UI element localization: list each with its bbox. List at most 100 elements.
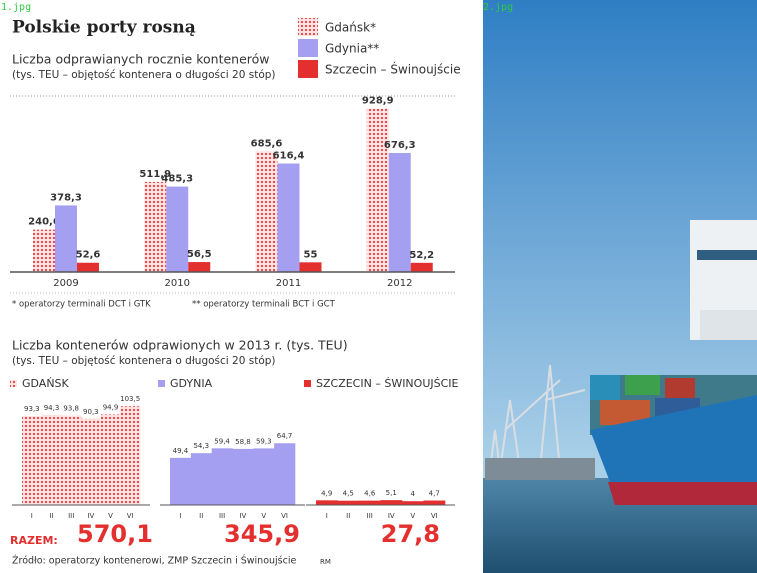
value-label: 4,6 (364, 490, 376, 498)
value-label: 4,7 (429, 490, 440, 498)
x-tick-label: II (346, 512, 350, 520)
value-label: 94,9 (103, 403, 119, 411)
bar (55, 205, 77, 272)
footnote: * operatorzy terminali DCT i GTK (12, 300, 151, 310)
value-label: 511,9 (139, 169, 171, 180)
x-tick-label: V (261, 512, 266, 520)
x-tick-label: IV (87, 512, 94, 520)
legend-swatch (298, 39, 318, 57)
bar (33, 229, 55, 272)
x-tick-label: IV (388, 512, 395, 520)
legend-swatch (10, 380, 17, 387)
x-tick-label: VI (281, 512, 288, 520)
value-label: 55 (304, 249, 318, 260)
total: 570,1 (77, 520, 153, 548)
bar (232, 448, 254, 505)
value-label: 90,3 (83, 408, 99, 416)
x-tick-label: I (179, 512, 181, 520)
total: 27,8 (381, 520, 440, 548)
legend-swatch (158, 380, 165, 387)
bar (359, 500, 381, 505)
chart-title: Liczba odprawianych rocznie kontenerów (12, 52, 270, 67)
value-label: 52,2 (409, 250, 434, 261)
bar (211, 448, 233, 505)
x-tick-label: V (410, 512, 415, 520)
total: 345,9 (224, 520, 300, 548)
value-label: 52,6 (76, 250, 101, 261)
bar (410, 262, 433, 272)
value-label: 685,6 (251, 138, 283, 149)
footnote: ** operatorzy terminali BCT i GCT (192, 300, 336, 310)
value-label: 64,7 (277, 432, 293, 440)
panel-title: GDYNIA (170, 377, 213, 390)
bar (299, 262, 322, 272)
value-label: 94,3 (44, 404, 60, 412)
x-tick-label: I (31, 512, 33, 520)
value-label: 93,3 (24, 405, 40, 413)
value-label: 5,1 (386, 489, 397, 497)
bar (166, 186, 189, 272)
section-title: Liczba kontenerów odprawionych w 2013 r.… (12, 338, 348, 353)
x-tick-label: 2009 (53, 278, 78, 289)
x-tick-label: III (219, 512, 225, 520)
value-label: 59,3 (256, 437, 272, 445)
x-tick-label: 2011 (276, 278, 301, 289)
bar (337, 500, 360, 505)
value-label: 676,3 (384, 140, 416, 151)
x-tick-label: II (199, 512, 203, 520)
x-tick-label: V (108, 512, 113, 520)
bar (190, 453, 212, 505)
credit: RM (320, 558, 331, 566)
value-label: 103,5 (120, 395, 140, 403)
x-tick-label: 2010 (165, 278, 190, 289)
x-tick-label: IV (239, 512, 246, 520)
bar (380, 500, 403, 505)
bar (77, 262, 99, 272)
photo (483, 0, 757, 573)
bar (144, 181, 167, 272)
legend-swatch (298, 18, 318, 36)
value-label: 928,9 (362, 96, 394, 107)
value-label: 485,3 (161, 174, 193, 185)
main-title: Polskie porty rosną (12, 18, 196, 38)
value-label: 616,4 (273, 151, 305, 162)
file-label: 1.jpg (1, 2, 31, 13)
totals-label: RAZEM: (10, 534, 58, 547)
bar (22, 415, 42, 505)
value-label: 4,9 (321, 489, 332, 497)
bar (388, 152, 411, 272)
legend-label: Szczecin – Świnoujście (325, 62, 461, 77)
legend-swatch (298, 60, 318, 78)
x-tick-label: I (326, 512, 328, 520)
bar (61, 415, 82, 505)
x-tick-label: 2012 (387, 278, 412, 289)
x-tick-label: III (68, 512, 74, 520)
source: Źródło: operatorzy kontenerowi, ZMP Szcz… (12, 555, 296, 567)
panel-title: GDAŃSK (22, 377, 70, 390)
value-label: 56,5 (187, 249, 212, 260)
x-tick-label: VI (127, 512, 134, 520)
value-label: 4,5 (343, 490, 354, 498)
legend-label: Gdańsk* (325, 21, 376, 35)
bar (274, 443, 296, 505)
value-label: 240,6 (28, 217, 60, 228)
chart-subtitle: (tys. TEU – objętość kontenera o długośc… (12, 69, 276, 81)
bar (277, 163, 300, 272)
bar (253, 448, 275, 505)
value-label: 49,4 (173, 447, 189, 455)
legend-swatch (304, 380, 311, 387)
bar (366, 108, 389, 272)
x-tick-label: II (49, 512, 53, 520)
legend-label: Gdynia** (325, 42, 379, 56)
bar (120, 406, 141, 505)
x-tick-label: VI (431, 512, 438, 520)
value-label: 93,8 (63, 404, 79, 412)
bar (41, 414, 62, 505)
bar (316, 500, 338, 505)
bar (423, 500, 446, 505)
bar (255, 151, 278, 272)
x-tick-label: III (367, 512, 373, 520)
bar (402, 501, 424, 505)
bar (100, 414, 121, 505)
bar (188, 262, 211, 272)
